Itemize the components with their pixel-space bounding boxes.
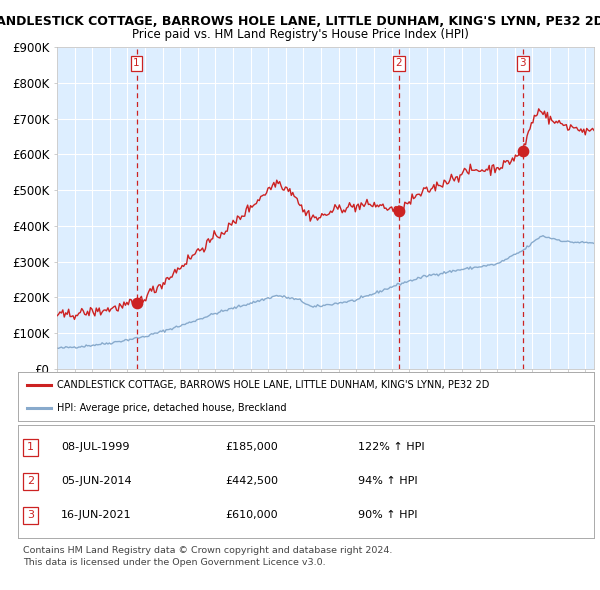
Text: This data is licensed under the Open Government Licence v3.0.: This data is licensed under the Open Gov…: [23, 558, 325, 566]
Text: £442,500: £442,500: [226, 477, 278, 486]
Text: 16-JUN-2021: 16-JUN-2021: [61, 510, 132, 520]
Text: £610,000: £610,000: [226, 510, 278, 520]
Text: 94% ↑ HPI: 94% ↑ HPI: [358, 477, 418, 486]
Text: 1: 1: [27, 442, 34, 453]
Text: Price paid vs. HM Land Registry's House Price Index (HPI): Price paid vs. HM Land Registry's House …: [131, 28, 469, 41]
Text: HPI: Average price, detached house, Breckland: HPI: Average price, detached house, Brec…: [57, 402, 287, 412]
Text: 05-JUN-2014: 05-JUN-2014: [61, 477, 132, 486]
Text: 2: 2: [27, 477, 34, 486]
Text: 1: 1: [133, 58, 140, 68]
Point: [518, 146, 527, 156]
Text: Contains HM Land Registry data © Crown copyright and database right 2024.: Contains HM Land Registry data © Crown c…: [23, 546, 392, 555]
Text: 122% ↑ HPI: 122% ↑ HPI: [358, 442, 424, 453]
Text: £185,000: £185,000: [226, 442, 278, 453]
Text: 3: 3: [520, 58, 526, 68]
Text: CANDLESTICK COTTAGE, BARROWS HOLE LANE, LITTLE DUNHAM, KING'S LYNN, PE32 2D: CANDLESTICK COTTAGE, BARROWS HOLE LANE, …: [57, 381, 490, 391]
Text: 90% ↑ HPI: 90% ↑ HPI: [358, 510, 418, 520]
Text: CANDLESTICK COTTAGE, BARROWS HOLE LANE, LITTLE DUNHAM, KING'S LYNN, PE32 2DP: CANDLESTICK COTTAGE, BARROWS HOLE LANE, …: [0, 15, 600, 28]
Text: 2: 2: [395, 58, 402, 68]
Text: 3: 3: [27, 510, 34, 520]
Text: 08-JUL-1999: 08-JUL-1999: [61, 442, 130, 453]
Point: [132, 298, 142, 307]
Point: [394, 206, 404, 215]
